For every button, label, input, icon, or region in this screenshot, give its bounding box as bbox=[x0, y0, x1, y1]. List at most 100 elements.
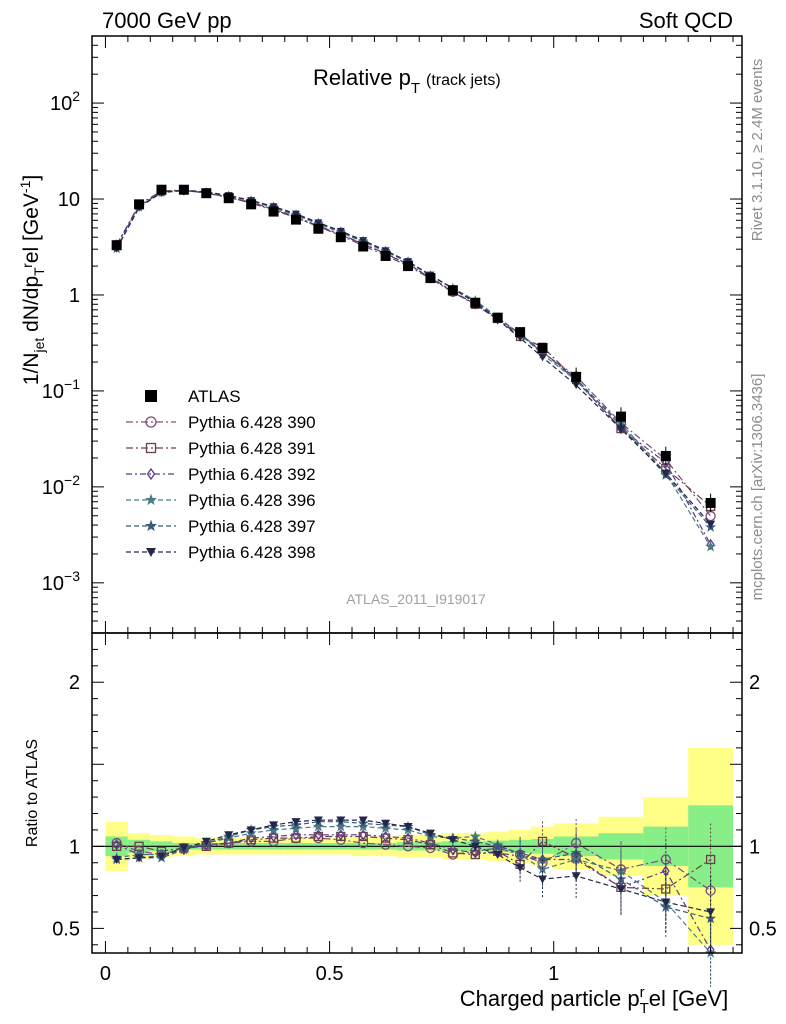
y-tick-label: 1 bbox=[69, 285, 80, 307]
legend-marker bbox=[144, 493, 158, 506]
ratio-marker bbox=[706, 908, 716, 917]
header-right: Soft QCD bbox=[639, 8, 733, 33]
ratio-marker bbox=[314, 829, 323, 841]
data-point bbox=[492, 312, 503, 323]
ratio-marker bbox=[403, 823, 413, 832]
series-marker bbox=[336, 227, 345, 236]
series-point bbox=[661, 469, 671, 478]
series-point bbox=[336, 227, 345, 236]
watermark: ATLAS_2011_I919017 bbox=[346, 591, 486, 607]
ratio-point bbox=[425, 829, 435, 838]
ratio-marker bbox=[358, 831, 368, 842]
ratio-point bbox=[358, 831, 368, 842]
ratio-marker bbox=[312, 820, 324, 832]
ratio-point bbox=[312, 820, 324, 832]
ratio-point bbox=[426, 837, 435, 849]
data-point bbox=[178, 184, 189, 195]
ratio-point bbox=[571, 851, 581, 900]
ratio-point bbox=[112, 839, 121, 851]
ratio-marker bbox=[381, 819, 391, 828]
ratio-marker bbox=[336, 831, 346, 842]
ratio-marker bbox=[536, 853, 549, 865]
legend-marker bbox=[144, 519, 158, 532]
series-marker bbox=[538, 354, 547, 362]
y-tick-label: 102 bbox=[50, 88, 80, 115]
ratio-point bbox=[269, 830, 278, 843]
ratio-marker bbox=[156, 852, 166, 861]
ratio-point bbox=[314, 829, 323, 841]
ratio-marker bbox=[292, 829, 300, 841]
data-point bbox=[290, 214, 301, 225]
ratio-marker bbox=[404, 832, 412, 844]
series-point bbox=[314, 219, 323, 227]
series-line-0 bbox=[116, 189, 712, 517]
ratio-marker bbox=[470, 842, 480, 851]
ratio-marker bbox=[492, 840, 504, 852]
legend-label: Pythia 6.428 396 bbox=[188, 491, 316, 510]
ratio-marker bbox=[269, 830, 278, 843]
legend-label: Pythia 6.428 390 bbox=[188, 413, 316, 432]
series-marker bbox=[381, 247, 390, 255]
ratio-marker bbox=[661, 898, 671, 907]
ratio-point bbox=[313, 816, 323, 825]
data-point bbox=[335, 232, 346, 243]
ratio-point bbox=[471, 847, 480, 859]
ratio-tick-label-right: 1 bbox=[749, 836, 760, 858]
ratio-marker bbox=[448, 836, 458, 845]
ratio-tick-label-right: 2 bbox=[749, 672, 760, 694]
ratio-point bbox=[538, 859, 548, 900]
ratio-point bbox=[336, 831, 346, 842]
mcplots-label: mcplots.cern.ch [arXiv:1306.3436] bbox=[749, 374, 766, 601]
legend-label: Pythia 6.428 391 bbox=[188, 439, 316, 458]
x-tick-label: 0.5 bbox=[316, 963, 344, 985]
ratio-marker bbox=[336, 829, 345, 841]
ratio-tick-label-left: 2 bbox=[69, 672, 80, 694]
ratio-marker bbox=[313, 816, 323, 825]
y-tick-label: 10−3 bbox=[42, 568, 80, 595]
ratio-point bbox=[380, 833, 391, 843]
ratio-marker bbox=[291, 833, 301, 843]
ratio-point bbox=[470, 842, 480, 851]
ratio-axis-label: Ratio to ATLAS bbox=[24, 739, 41, 847]
ratio-point bbox=[403, 823, 413, 832]
legend-marker bbox=[146, 548, 156, 557]
series-marker bbox=[705, 540, 717, 552]
x-tick-label: 0 bbox=[100, 963, 111, 985]
data-point bbox=[470, 297, 481, 308]
series-marker bbox=[661, 469, 671, 478]
series-line-1 bbox=[116, 189, 711, 507]
legend-marker bbox=[146, 467, 156, 481]
series-marker bbox=[291, 210, 300, 218]
series-point bbox=[291, 210, 300, 218]
ratio-marker bbox=[336, 816, 346, 825]
ratio-marker bbox=[291, 818, 301, 827]
ratio-marker bbox=[471, 847, 480, 859]
ratio-marker bbox=[571, 872, 581, 881]
series-point bbox=[616, 425, 626, 434]
x-axis-label: Charged particle pr Tel [GeV] bbox=[460, 984, 728, 1017]
series-marker bbox=[661, 457, 670, 469]
y-tick-label: 10−1 bbox=[42, 376, 80, 403]
ratio-point bbox=[246, 826, 256, 835]
ratio-point bbox=[313, 831, 324, 842]
y-axis-label: 1/Njet dN/dpTrel [GeV-1] bbox=[17, 175, 47, 385]
ratio-marker bbox=[425, 840, 436, 850]
ratio-marker bbox=[616, 885, 626, 894]
ratio-marker bbox=[268, 833, 279, 843]
ratio-marker bbox=[112, 855, 122, 864]
bottom-frame bbox=[91, 632, 743, 954]
ratio-marker bbox=[358, 816, 368, 825]
legend-label-data: ATLAS bbox=[188, 387, 241, 406]
ratio-line-3 bbox=[116, 825, 712, 953]
data-point bbox=[223, 193, 234, 204]
data-point bbox=[313, 223, 324, 234]
ratio-point bbox=[269, 821, 279, 830]
ratio-marker bbox=[112, 839, 121, 851]
ratio-point bbox=[134, 854, 144, 863]
series-point bbox=[705, 540, 717, 552]
ratio-point bbox=[335, 820, 347, 832]
ratio-point bbox=[493, 850, 503, 860]
ratio-point bbox=[292, 829, 300, 841]
data-point bbox=[268, 206, 279, 217]
